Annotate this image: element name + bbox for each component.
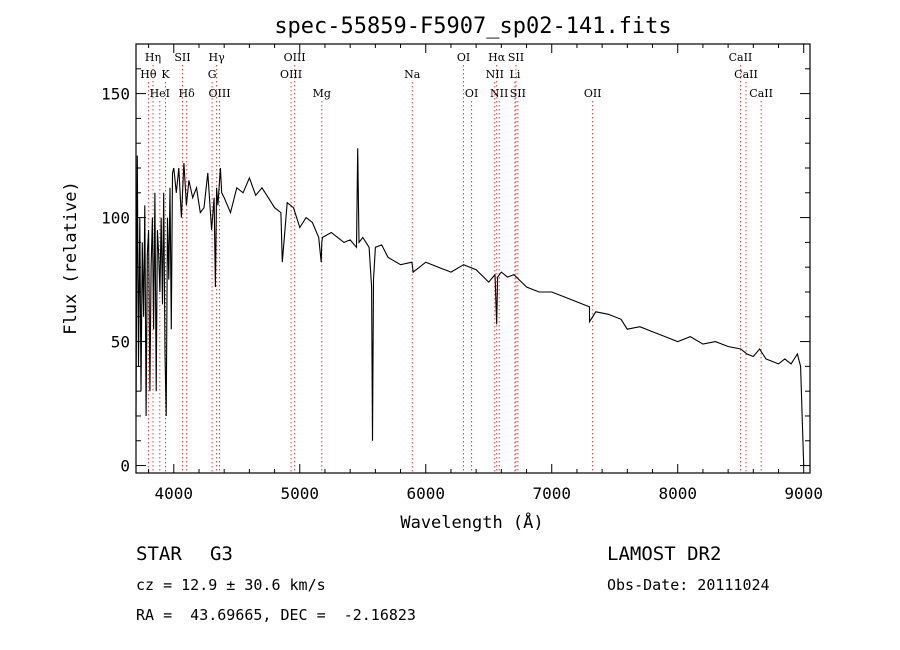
obs-date: Obs-Date: 20111024 <box>607 576 770 594</box>
line-marker-label: OIII <box>284 51 306 64</box>
object-subclass: G3 <box>210 543 233 565</box>
x-tick-label: 5000 <box>281 484 320 503</box>
flux-series-line <box>135 148 805 466</box>
line-marker-label: Hδ <box>179 87 196 100</box>
x-tick-label: 8000 <box>658 484 697 503</box>
line-marker-label: Mg <box>313 87 331 100</box>
chart-title: spec-55859-F5907_sp02-141.fits <box>274 14 671 39</box>
line-marker-label: OI <box>457 51 470 64</box>
line-marker-label: NII <box>486 68 504 81</box>
x-tick-label: 6000 <box>406 484 445 503</box>
line-marker-label: NII <box>490 87 508 100</box>
line-marker-label: CaII <box>729 51 753 64</box>
coordinates-readout: RA = 43.69665, DEC = -2.16823 <box>136 606 416 624</box>
line-marker-label: CaII <box>749 87 773 100</box>
line-marker-label: OIII <box>280 68 302 81</box>
line-marker-label: CaII <box>734 68 758 81</box>
line-marker-label: OII <box>584 87 602 100</box>
line-marker-label: K <box>161 68 170 81</box>
line-marker-label: OIII <box>208 87 230 100</box>
survey-label: LAMOST DR2 <box>607 543 721 565</box>
y-tick-label: 100 <box>101 209 130 228</box>
line-marker-label: Hη <box>145 51 161 64</box>
redshift-readout: cz = 12.9 ± 30.6 km/s <box>136 576 326 594</box>
line-marker-label: Hα <box>488 51 506 64</box>
line-marker-label: G <box>208 68 217 81</box>
line-marker-label: SII <box>174 51 190 64</box>
x-tick-label: 9000 <box>784 484 823 503</box>
x-axis-label: Wavelength (Å) <box>400 511 543 533</box>
line-marker-label: OI <box>465 87 478 100</box>
y-axis-label: Flux (relative) <box>61 181 81 335</box>
object-class: STAR <box>136 543 182 565</box>
y-tick-label: 0 <box>120 457 130 476</box>
line-marker-label: HeI <box>150 87 170 100</box>
x-tick-label: 7000 <box>532 484 571 503</box>
plot-frame <box>135 43 811 474</box>
line-marker-label: Na <box>404 68 421 81</box>
axis-ticks: 4000 5000 6000 7000 8000 9000 0 50 100 150 <box>101 44 823 503</box>
x-tick-label: 4000 <box>155 484 194 503</box>
line-marker-label: SII <box>508 51 524 64</box>
line-marker-label: Hθ <box>140 68 157 81</box>
y-tick-label: 50 <box>111 333 130 352</box>
y-tick-label: 150 <box>101 85 130 104</box>
line-marker-label: SII <box>510 87 526 100</box>
line-marker-label: Hγ <box>209 51 226 64</box>
line-marker-label: Li <box>510 68 521 81</box>
